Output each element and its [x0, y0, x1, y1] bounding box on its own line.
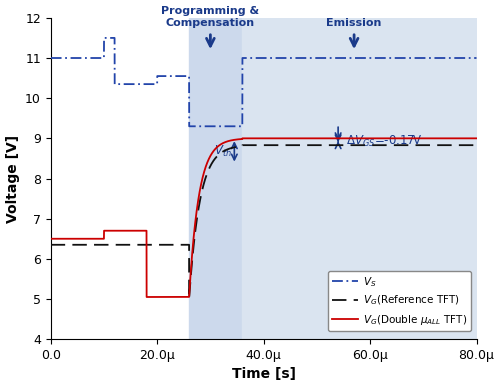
$V_G$(Double $\mu_{ALL}$ TFT): [453, 136, 459, 140]
Line: $V_G$(Double $\mu_{ALL}$ TFT): $V_G$(Double $\mu_{ALL}$ TFT): [50, 138, 476, 297]
$V_S$: [474, 56, 480, 60]
$V_G$(Reference TFT): [186, 297, 192, 301]
X-axis label: Time [s]: Time [s]: [232, 367, 296, 382]
$V_G$(Double $\mu_{ALL}$ TFT): [474, 136, 480, 140]
$V_G$(Double $\mu_{ALL}$ TFT): [240, 136, 246, 140]
$V_G$(Reference TFT): [453, 143, 459, 147]
$V_S$: [186, 124, 192, 128]
Text: $\Delta V_{GS}$=-0.17V: $\Delta V_{GS}$=-0.17V: [346, 134, 422, 149]
$V_G$(Reference TFT): [100, 243, 106, 247]
Legend: $V_S$, $V_G$(Reference TFT), $V_G$(Double $\mu_{ALL}$ TFT): $V_S$, $V_G$(Reference TFT), $V_G$(Doubl…: [328, 271, 472, 331]
$V_S$: [101, 36, 107, 40]
$V_S$: [434, 56, 440, 60]
$V_G$(Reference TFT): [319, 143, 325, 147]
$V_S$: [48, 56, 54, 60]
$V_S$: [100, 56, 106, 60]
$V_G$(Double $\mu_{ALL}$ TFT): [272, 136, 278, 140]
Line: $V_S$: $V_S$: [50, 38, 476, 126]
$V_G$(Reference TFT): [240, 143, 246, 147]
$V_S$: [272, 56, 278, 60]
$V_G$(Reference TFT): [434, 143, 440, 147]
$V_G$(Reference TFT): [474, 143, 480, 147]
Line: $V_G$(Reference TFT): $V_G$(Reference TFT): [50, 145, 476, 299]
$V_G$(Double $\mu_{ALL}$ TFT): [434, 136, 440, 140]
$V_G$(Reference TFT): [58, 243, 64, 247]
Text: $V_{th}$: $V_{th}$: [214, 144, 232, 159]
$V_S$: [58, 56, 64, 60]
$V_G$(Double $\mu_{ALL}$ TFT): [58, 236, 64, 241]
$V_G$(Double $\mu_{ALL}$ TFT): [48, 236, 54, 241]
$V_G$(Double $\mu_{ALL}$ TFT): [144, 295, 150, 299]
$V_S$: [319, 56, 325, 60]
Bar: [242, 18, 476, 339]
Text: Emission: Emission: [326, 18, 382, 28]
$V_G$(Double $\mu_{ALL}$ TFT): [100, 236, 106, 241]
Y-axis label: Voltage [V]: Voltage [V]: [6, 134, 20, 223]
$V_S$: [453, 56, 459, 60]
Text: Programming &
Compensation: Programming & Compensation: [162, 6, 260, 28]
$V_G$(Reference TFT): [272, 143, 278, 147]
Bar: [189, 18, 242, 339]
$V_G$(Reference TFT): [48, 243, 54, 247]
$V_G$(Double $\mu_{ALL}$ TFT): [319, 136, 325, 140]
